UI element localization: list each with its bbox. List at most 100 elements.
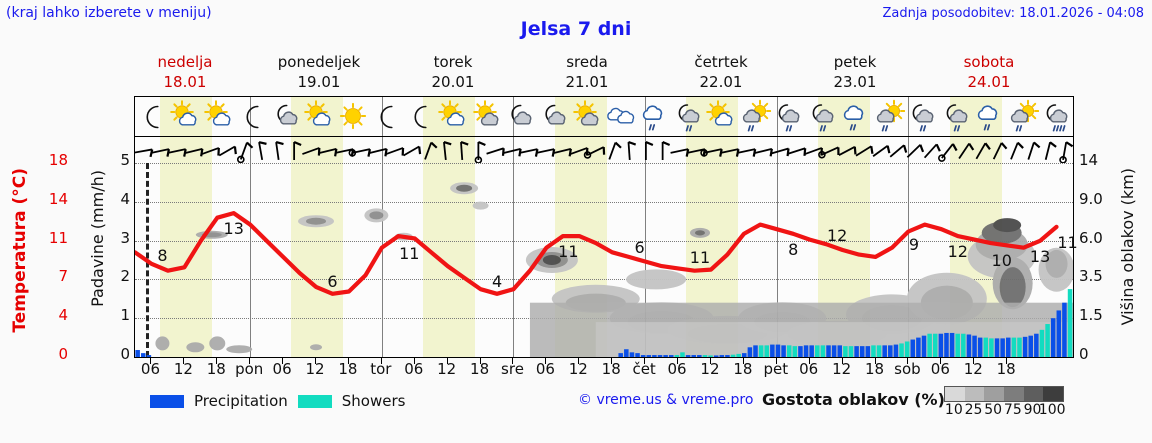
day-name: sobota (963, 53, 1015, 71)
day-divider (776, 97, 778, 136)
day-divider (513, 97, 515, 136)
daylight-band (686, 137, 739, 163)
cloud-density-step (1004, 387, 1024, 401)
x-axis-tick: 06 (667, 360, 687, 378)
cloud-height-tick: 0 (1079, 345, 1089, 363)
x-axis-tickmark (940, 358, 942, 364)
x-axis-tickmark (1006, 358, 1008, 364)
x-axis-tick: 18 (338, 360, 358, 378)
day-divider (381, 163, 383, 357)
temperature-tick: 14 (48, 189, 68, 208)
x-axis-tickmark (183, 358, 185, 364)
precipitation-tick: 0 (120, 345, 130, 363)
temperature-label: 13 (1029, 246, 1051, 266)
temperature-label: 4 (491, 271, 503, 291)
day-header-6: petek 23.01 (788, 52, 922, 94)
wind-barb-row (135, 137, 1073, 163)
day-divider (250, 163, 252, 357)
temperature-axis-title: Temperatura (°C) (10, 168, 30, 333)
cloud-density-step (964, 387, 985, 401)
gridline (135, 163, 1073, 165)
weather-icon-moon-cloud (537, 97, 571, 136)
cloud-density-step (1043, 387, 1064, 401)
weather-icon-moon-cloud-rain2 (1040, 97, 1074, 136)
cloud-height-tick: 3.5 (1079, 267, 1103, 286)
day-divider (513, 163, 515, 357)
x-axis-tick: sre (501, 360, 524, 378)
weather-icon-sun-cloud (437, 97, 471, 136)
page-title: Jelsa 7 dni (520, 18, 632, 40)
copyright-link[interactable]: © vreme.us & vreme.pro (578, 392, 754, 408)
x-axis-tickmark (512, 358, 514, 364)
day-date: 23.01 (833, 73, 877, 91)
cloud-density-step (1023, 387, 1044, 401)
cloud-density-scale (944, 386, 1064, 402)
x-axis-tickmark (775, 358, 777, 364)
weather-icon-cloud-rain (638, 97, 672, 136)
gridline (135, 201, 1073, 204)
x-axis-tick: 18 (601, 360, 621, 378)
temperature-label: 11 (558, 242, 579, 262)
weather-icon-moon (370, 97, 404, 136)
precipitation-tick: 3 (120, 228, 130, 247)
cloud-density-step (945, 387, 965, 401)
weather-icon-moon-cloud-rain (939, 97, 973, 136)
temperature-label: 11 (689, 248, 711, 268)
weather-icon-moon-cloud-rain (671, 97, 705, 136)
x-axis-tick: pet (763, 360, 789, 378)
x-axis-tick: pon (235, 360, 264, 378)
day-date: 18.01 (163, 73, 207, 91)
x-axis-tickmark (249, 358, 251, 364)
precipitation-swatch (150, 394, 184, 408)
daylight-band (817, 137, 871, 163)
cloud-density-tick: 50 (984, 402, 1003, 418)
cloud-height-tick: 6.0 (1079, 228, 1103, 247)
weather-icon-moon-cloud-rain (772, 97, 806, 136)
weather-icon-sun-cloud-rain (872, 97, 906, 136)
day-name: sreda (566, 53, 608, 71)
weather-icon-sun-cloud (169, 97, 203, 136)
day-header-5: četrtek 22.01 (654, 52, 788, 94)
day-divider (250, 97, 252, 136)
weather-icon-cloud (604, 97, 638, 136)
temperature-label: 8 (157, 246, 168, 266)
gridline (135, 240, 1073, 243)
daylight-band (159, 163, 212, 357)
x-axis-tickmark (446, 358, 448, 364)
daylight-band (291, 163, 344, 357)
x-axis-tickmark (709, 358, 711, 364)
cloud-density-step (984, 387, 1005, 401)
day-header-4: sreda 21.01 (520, 52, 654, 94)
day-divider (908, 97, 910, 136)
cloud-density-tick: 10 (944, 402, 963, 418)
x-axis-tickmark (907, 358, 909, 364)
day-divider (776, 163, 778, 357)
temperature-label: 11 (399, 243, 420, 263)
temperature-tick: 0 (58, 345, 68, 363)
x-axis-tick: 06 (272, 360, 292, 378)
x-axis-tick: čet (632, 360, 656, 378)
weather-icon-sun-cloud (705, 97, 739, 136)
wind-barbs (135, 140, 1073, 163)
x-axis-tick: 18 (733, 360, 753, 378)
x-axis-tick: 12 (832, 360, 852, 378)
weather-icon-sun-cloud (202, 97, 236, 136)
weather-icon-sun-cloud-rain (1006, 97, 1040, 136)
x-axis-tickmark (973, 358, 975, 364)
cloud-height-tick: 9.0 (1079, 189, 1103, 208)
temperature-label: 6 (327, 271, 338, 291)
day-name: ponedeljek (277, 53, 361, 71)
x-axis-tickmark (347, 358, 349, 364)
precipitation-legend-label: Precipitation (194, 392, 288, 410)
temperature-tick: 4 (58, 306, 68, 325)
weather-icon-sun (336, 97, 370, 136)
x-axis-tick: 18 (206, 360, 226, 378)
x-axis-tick: 12 (437, 360, 457, 378)
plot-area (135, 163, 1073, 357)
day-divider (250, 137, 252, 163)
precipitation-tick: 2 (120, 267, 130, 286)
temperature-label: 12 (947, 242, 968, 262)
plot-svg (135, 182, 1073, 357)
x-axis-tickmark (644, 358, 646, 364)
weather-icon-sun-cloud-rain (738, 97, 772, 136)
